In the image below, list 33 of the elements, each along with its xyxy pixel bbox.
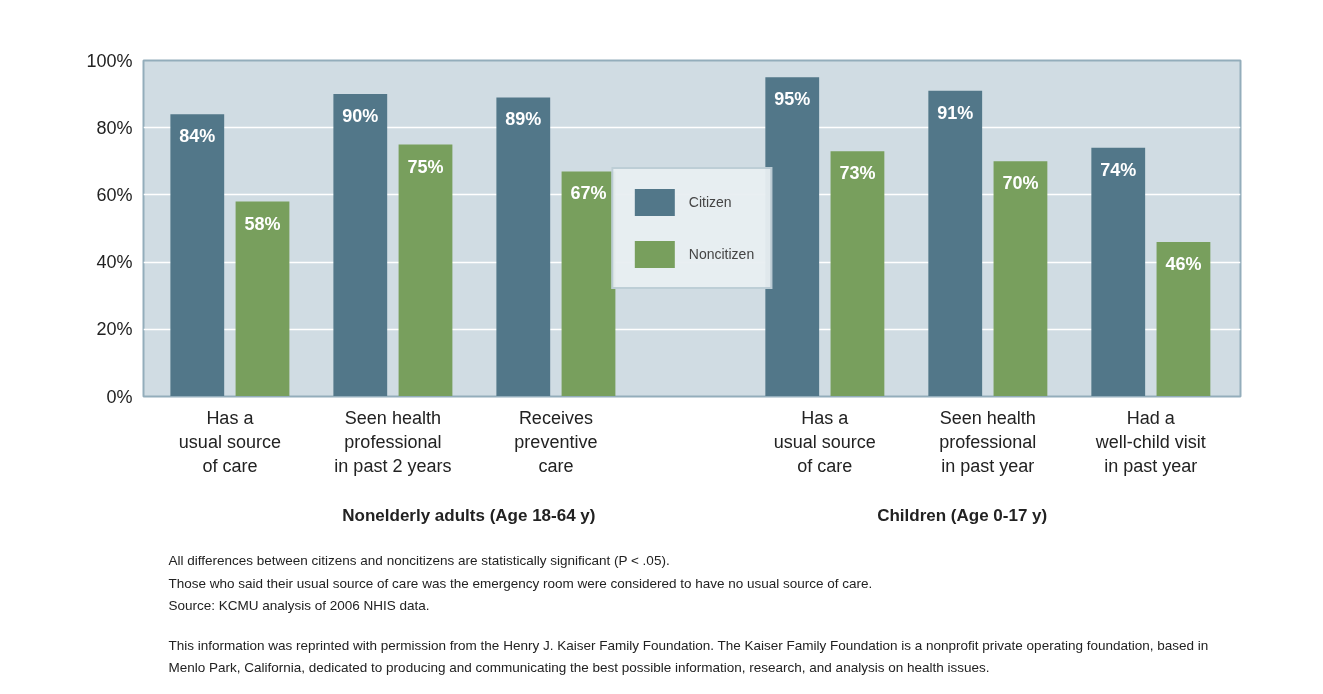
x-tick-label: Seen health professional in past year xyxy=(939,407,1037,476)
y-tick-label: 80% xyxy=(96,117,133,138)
text: 75% xyxy=(407,156,444,177)
legend-label: Citizen xyxy=(688,194,732,210)
x-tick-label: Has a usual source of care xyxy=(773,407,876,476)
y-tick-label: 60% xyxy=(96,184,133,205)
text: Menlo Park, California, dedicated to producing and communicating the best possible information, research, and analysis on health issues. xyxy=(168,660,990,675)
text: 67% xyxy=(570,183,607,204)
x-tick-label: Had a well-child visit in past year xyxy=(1094,407,1206,476)
x-tick-label: Seen health professional in past 2 years xyxy=(334,407,452,476)
x-tick-label: Receives preventive care xyxy=(514,407,598,476)
text: 90% xyxy=(342,106,379,127)
y-tick-label: 40% xyxy=(96,252,133,273)
text: This information was reprinted with permission from the Henry J. Kaiser Family Foundation. The Kaiser Family Foundation is a nonprofit private operating foundation, based in xyxy=(168,638,1209,653)
text: 46% xyxy=(1165,253,1202,274)
text: Children (Age 0-17 y) xyxy=(877,506,1048,525)
y-tick-label: 0% xyxy=(106,386,133,407)
y-tick-label: 20% xyxy=(96,319,133,340)
x-tick-label: Has a usual source of care xyxy=(178,407,281,476)
text: 91% xyxy=(937,102,974,123)
legend-label: Noncitizen xyxy=(688,246,755,262)
text: 70% xyxy=(1002,173,1039,194)
text: Those who said their usual source of care was the emergency room were considered to have no usual source of care. xyxy=(168,576,873,591)
text: 95% xyxy=(774,89,811,110)
text: 89% xyxy=(505,109,542,130)
y-tick-label: 100% xyxy=(86,50,133,71)
text: 58% xyxy=(244,213,281,234)
text: 84% xyxy=(179,126,216,147)
text: 73% xyxy=(839,163,876,184)
text: Nonelderly adults (Age 18-64 y) xyxy=(342,506,596,525)
source-note: Source: KCMU analysis of 2006 NHIS data. xyxy=(168,598,430,613)
text: All differences between citizens and noncitizens are statistically significant (P < .05). xyxy=(168,553,670,568)
text: 74% xyxy=(1100,159,1137,180)
